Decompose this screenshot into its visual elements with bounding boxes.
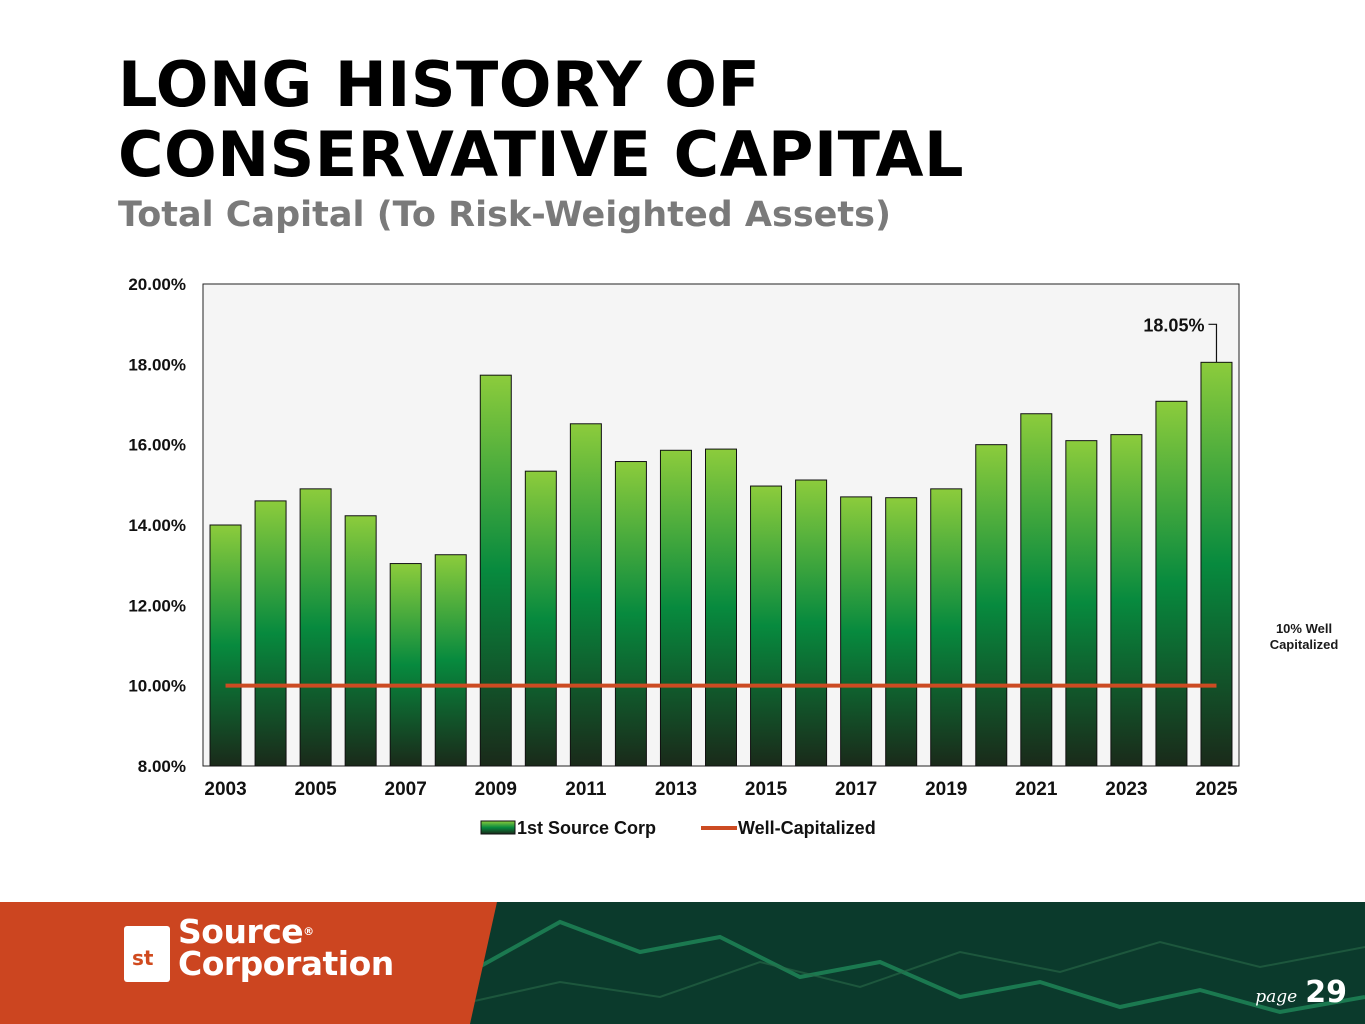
- y-tick-label: 20.00%: [128, 275, 186, 294]
- page-label: page: [1255, 987, 1298, 1007]
- bar-2014: [705, 448, 737, 767]
- logo-wordmark: Source® Corporation: [178, 915, 394, 983]
- bar-2016: [795, 479, 828, 767]
- x-tick-label: 2015: [745, 779, 788, 800]
- y-tick-label: 12.00%: [128, 596, 186, 615]
- y-tick-label: 16.00%: [128, 436, 186, 455]
- x-tick-label: 2021: [1015, 779, 1058, 800]
- bar-2018: [885, 497, 918, 767]
- logo-registered-mark: ®: [303, 925, 314, 938]
- legend-label-1st-source-corp: 1st Source Corp: [517, 818, 656, 838]
- footer-banner: st Source® Corporation page 29: [0, 902, 1365, 1024]
- page-number: page 29: [1255, 975, 1347, 1010]
- y-tick-label: 18.00%: [128, 355, 186, 374]
- x-tick-label: 2017: [835, 779, 877, 800]
- company-logo[interactable]: st Source® Corporation: [124, 915, 454, 986]
- x-tick-label: 2013: [655, 779, 697, 800]
- bar-2009: [479, 374, 512, 767]
- y-tick-label: 10.00%: [128, 677, 186, 696]
- bar-2022: [1065, 440, 1098, 767]
- bar-2008: [434, 554, 467, 767]
- bar-2006: [344, 515, 377, 767]
- x-tick-label: 2025: [1195, 779, 1238, 800]
- annotation-label: 18.05%: [1143, 315, 1204, 335]
- value-annotation: 18.05%: [1143, 315, 1218, 363]
- x-tick-label: 2009: [475, 779, 517, 800]
- x-tick-label: 2019: [925, 779, 967, 800]
- logo-mark: st: [124, 926, 170, 982]
- x-tick-label: 2005: [294, 779, 337, 800]
- logo-mark-text: st: [132, 946, 154, 970]
- bar-2023: [1110, 434, 1143, 767]
- bar-2015: [750, 485, 783, 767]
- bar-2025: [1200, 361, 1233, 767]
- logo-line-2: Corporation: [178, 944, 394, 983]
- bar-2021: [1020, 413, 1053, 767]
- bar-series-1st-source-corp: [209, 361, 1233, 767]
- bar-2003: [209, 524, 242, 767]
- annotation-leader-line: [1208, 323, 1218, 363]
- logo-line-1: Source: [178, 912, 304, 951]
- chart-legend: 1st Source Corp Well-Capitalized: [480, 818, 876, 838]
- capital-ratio-chart: 8.00% 10.00% 12.00% 14.00% 16.00% 18.00% 20.00…: [128, 275, 1240, 838]
- x-axis-ticks: 2003 2005 2007 2009 2011 2013 2015 2017 2019 2021…: [204, 779, 1238, 800]
- bar-2013: [659, 449, 692, 767]
- bar-2005: [299, 488, 332, 767]
- title-line-1: LONG HISTORY OF: [118, 48, 761, 121]
- chart-subtitle: Total Capital (To Risk-Weighted Assets): [118, 195, 891, 235]
- y-tick-label: 8.00%: [138, 757, 186, 776]
- bar-2024: [1155, 400, 1188, 767]
- bar-2007: [389, 563, 422, 767]
- bar-2017: [840, 496, 873, 767]
- x-tick-label: 2023: [1105, 779, 1147, 800]
- bar-2004: [254, 500, 287, 767]
- x-tick-label: 2003: [204, 779, 246, 800]
- x-tick-label: 2007: [385, 779, 427, 800]
- y-tick-label: 14.00%: [128, 516, 186, 535]
- legend-label-well-capitalized: Well-Capitalized: [738, 818, 876, 838]
- x-tick-label: 2011: [565, 779, 607, 800]
- legend-swatch-bar: [480, 820, 516, 835]
- y-axis-ticks: 8.00% 10.00% 12.00% 14.00% 16.00% 18.00% 20.00…: [128, 275, 186, 776]
- title-line-2: CONSERVATIVE CAPITAL: [118, 118, 965, 191]
- bar-2020: [975, 444, 1008, 767]
- well-capitalized-note: 10% Well Capitalized: [1269, 621, 1339, 652]
- bar-2010: [524, 470, 557, 767]
- page-title: LONG HISTORY OF CONSERVATIVE CAPITAL: [118, 50, 964, 190]
- bar-2011: [569, 423, 602, 767]
- page-number-value: 29: [1305, 975, 1347, 1010]
- bar-2012: [614, 461, 647, 767]
- bar-2019: [930, 488, 963, 767]
